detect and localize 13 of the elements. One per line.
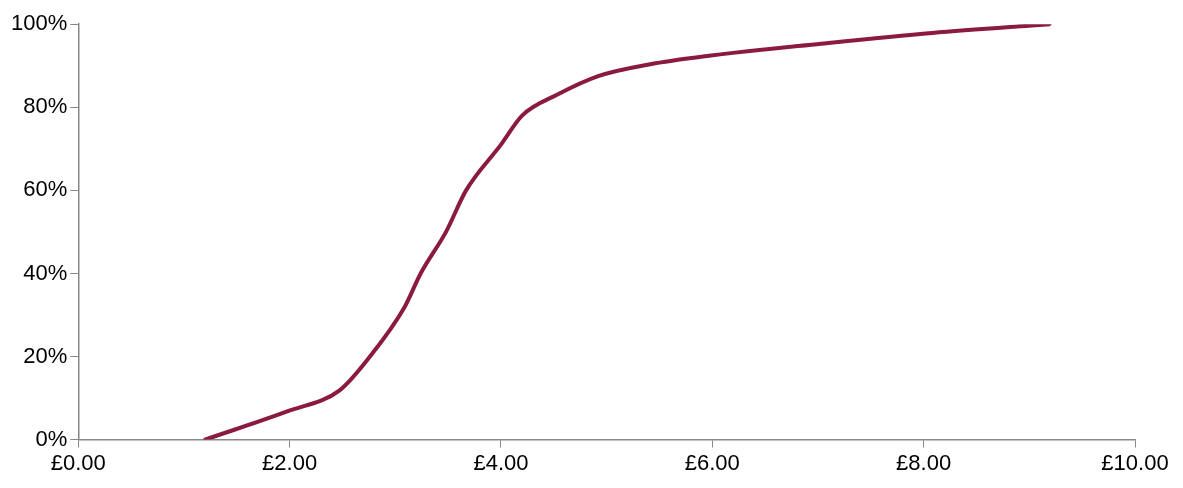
x-tick-label: £10.00 — [1101, 449, 1169, 475]
x-tick-label: £0.00 — [50, 449, 106, 475]
y-tick-label: 0% — [35, 425, 68, 451]
x-tick-label: £4.00 — [473, 449, 529, 475]
line-series — [203, 24, 1052, 440]
y-tick-label: 60% — [23, 176, 68, 202]
y-tick-label: 80% — [23, 93, 68, 119]
y-tick-label: 40% — [23, 259, 68, 285]
x-tick-label: £6.00 — [684, 449, 740, 475]
x-tick-label: £2.00 — [262, 449, 318, 475]
x-tick-label: £8.00 — [896, 449, 952, 475]
y-tick-label: 100% — [10, 10, 68, 36]
y-tick-label: 20% — [23, 342, 68, 368]
